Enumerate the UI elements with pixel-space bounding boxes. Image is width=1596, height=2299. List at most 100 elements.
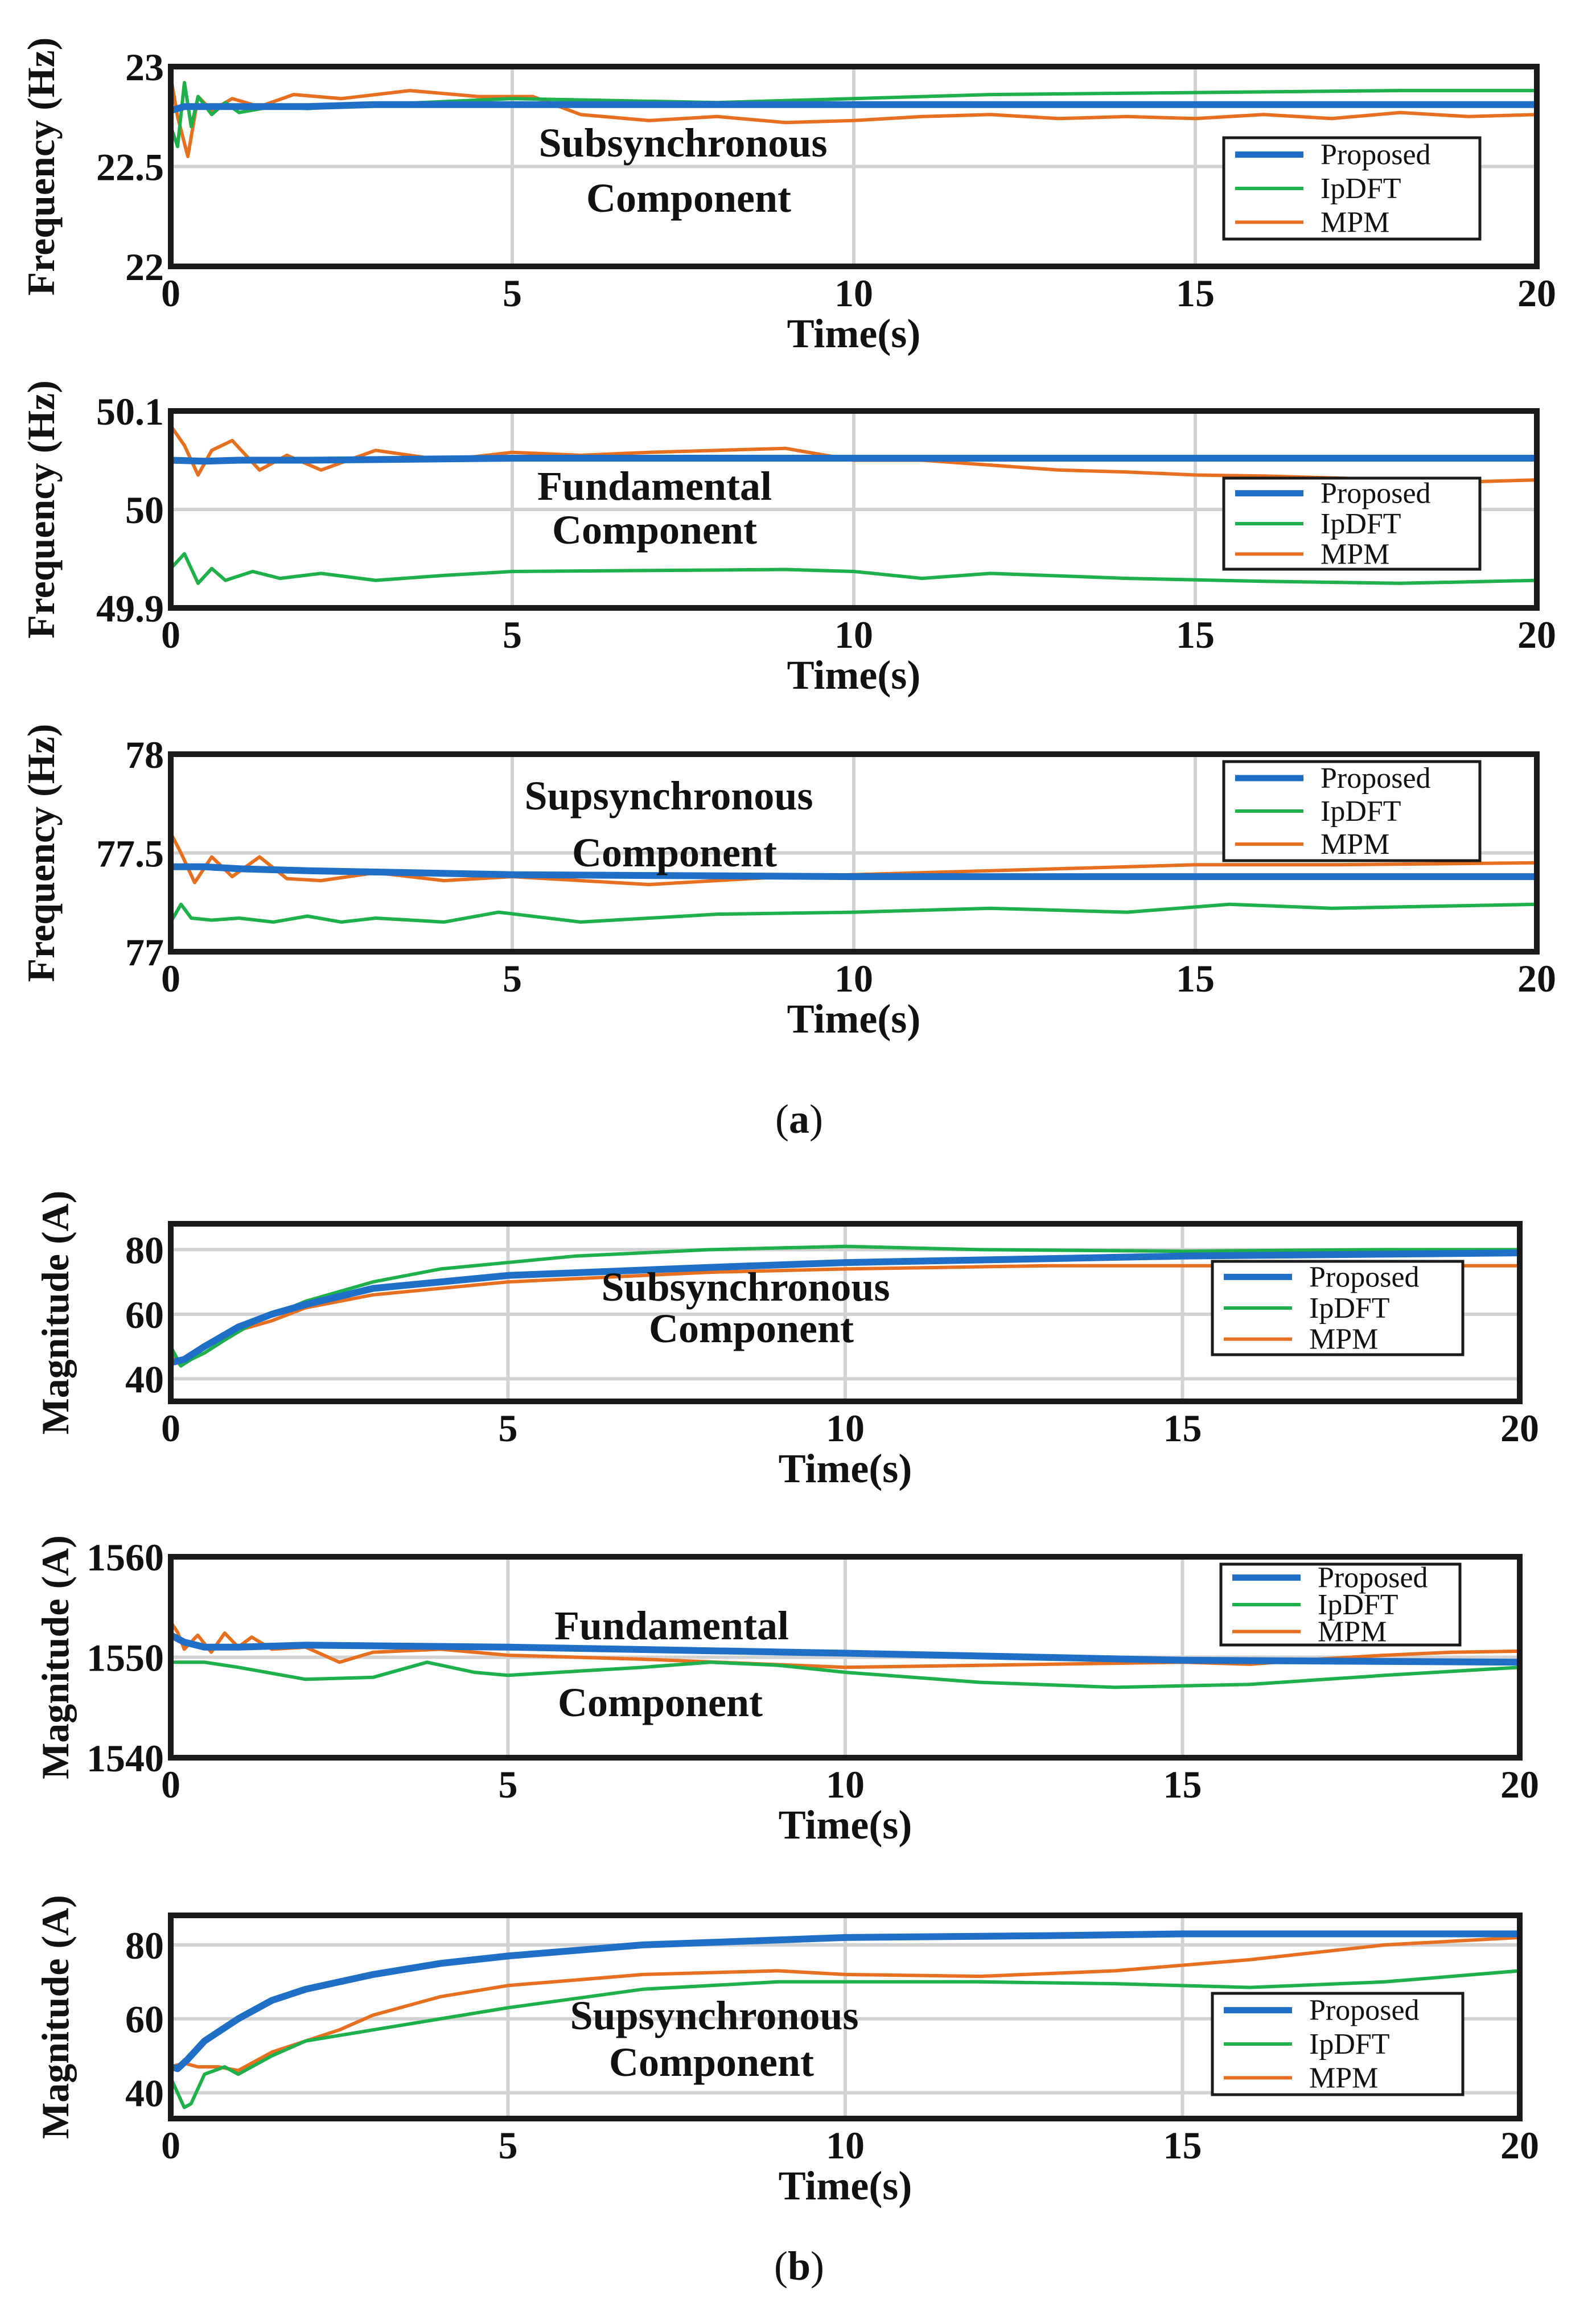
legend-label-proposed: Proposed [1321, 139, 1431, 171]
x-tick-label: 0 [161, 272, 180, 315]
legend-label-ipdft: IpDFT [1321, 795, 1401, 828]
series-line-ipdft [171, 1660, 1520, 1689]
legend-label-ipdft: IpDFT [1309, 2028, 1390, 2061]
y-tick-label: 50.1 [96, 390, 164, 433]
y-tick-label: 22.5 [96, 146, 164, 189]
chart-panel-2: 0 5 10 15 20 49.9 50 50.1 Time(s) Frequency (Hz) F… [19, 380, 1556, 698]
component-annotation: Supsynchronous [570, 1993, 859, 2038]
chart-panel-4: 0 5 10 15 20 40 60 80 Time(s) Magnitude (A) Subsyn… [34, 1191, 1539, 1491]
x-tick-label: 0 [161, 1406, 180, 1450]
legend-label-ipdft: IpDFT [1309, 1292, 1390, 1325]
x-tick-label: 5 [499, 1763, 518, 1806]
y-tick-label: 1560 [87, 1536, 164, 1579]
y-tick-label: 77 [125, 931, 164, 974]
x-axis-label: Time(s) [779, 2163, 912, 2208]
x-axis-label: Time(s) [787, 652, 921, 698]
y-tick-label: 60 [125, 1998, 164, 2041]
y-tick-label: 49.9 [96, 587, 164, 630]
legend-label-mpm: MPM [1321, 206, 1389, 238]
x-tick-label: 5 [499, 1406, 518, 1450]
y-tick-label: 1540 [87, 1737, 164, 1780]
series-line-proposed [171, 863, 1537, 881]
chart-panel-6: 0 5 10 15 20 40 60 80 Time(s) Magnitude (A) Supsyn… [34, 1895, 1539, 2208]
caption-a-letter: a [789, 1096, 809, 1142]
x-axis-label: Time(s) [787, 311, 921, 356]
x-tick-label: 15 [1176, 613, 1215, 656]
y-axis-label: Magnitude (A) [34, 1191, 77, 1435]
x-tick-label: 0 [161, 2124, 180, 2167]
x-tick-label: 0 [161, 957, 180, 1000]
y-tick-label: 40 [125, 2072, 164, 2115]
component-annotation: Supsynchronous [525, 773, 813, 819]
legend-label-mpm: MPM [1309, 1323, 1378, 1356]
y-tick-label: 22 [125, 245, 164, 289]
plot-frame [168, 1221, 1523, 1404]
series-line-mpm [171, 1935, 1520, 2072]
plot-frame [168, 1913, 1523, 2121]
component-annotation: Component [609, 2039, 814, 2085]
y-axis-label: Frequency (Hz) [19, 380, 63, 639]
x-tick-label: 15 [1163, 1763, 1202, 1806]
series-line-proposed [171, 1930, 1520, 2072]
component-annotation: Fundamental [554, 1603, 789, 1648]
legend-label-ipdft: IpDFT [1321, 508, 1401, 540]
y-tick-label: 50 [125, 488, 164, 532]
series-line-ipdft [171, 1244, 1520, 1368]
x-tick-label: 0 [161, 613, 180, 656]
x-axis-label: Time(s) [779, 1446, 912, 1491]
x-tick-label: 5 [503, 272, 522, 315]
legend-label-ipdft: IpDFT [1321, 172, 1401, 205]
series-line-mpm [171, 831, 1537, 886]
y-axis-label: Magnitude (A) [34, 1895, 77, 2139]
series-line-proposed [171, 101, 1537, 114]
x-tick-label: 5 [503, 613, 522, 656]
x-tick-label: 15 [1176, 957, 1215, 1000]
x-tick-label: 20 [1517, 613, 1556, 656]
legend-label-mpm: MPM [1318, 1615, 1387, 1648]
component-annotation: Subsynchronous [602, 1264, 890, 1310]
x-tick-label: 10 [826, 2124, 865, 2167]
series-line-mpm [171, 424, 1537, 484]
plot-frame [168, 751, 1540, 955]
plot-frame [168, 64, 1540, 269]
x-axis-label: Time(s) [779, 1802, 912, 1848]
legend-label-ipdft: IpDFT [1318, 1589, 1398, 1621]
chart-panel-5: 0 5 10 15 20 1540 1550 1560 Time(s) Magnitude (A)… [34, 1535, 1539, 1848]
series-line-proposed [171, 455, 1537, 465]
component-annotation: Fundamental [537, 463, 772, 509]
legend-label-mpm: MPM [1321, 538, 1389, 570]
x-tick-label: 10 [834, 957, 873, 1000]
caption-b-letter: b [788, 2243, 811, 2289]
component-annotation: Component [649, 1306, 854, 1351]
x-tick-label: 20 [1517, 957, 1556, 1000]
chart-panel-1: 0 5 10 15 20 22 22.5 23 Time(s) Frequency (Hz) Sub… [19, 38, 1556, 356]
legend-label-proposed: Proposed [1309, 1994, 1420, 2027]
caption-a: (a) [775, 1096, 823, 1142]
x-tick-label: 15 [1176, 272, 1215, 315]
series-line-proposed [171, 1631, 1520, 1666]
x-tick-label: 10 [826, 1763, 865, 1806]
x-tick-label: 5 [499, 2124, 518, 2167]
legend-label-proposed: Proposed [1321, 762, 1431, 795]
y-tick-label: 80 [125, 1924, 164, 1967]
legend-label-proposed: Proposed [1318, 1562, 1428, 1594]
component-annotation: Component [572, 830, 777, 875]
y-tick-label: 40 [125, 1358, 164, 1401]
component-annotation: Component [558, 1680, 763, 1725]
y-tick-label: 1550 [87, 1636, 164, 1680]
x-tick-label: 20 [1500, 1406, 1539, 1450]
y-tick-label: 60 [125, 1293, 164, 1336]
y-tick-label: 78 [125, 733, 164, 776]
x-tick-label: 15 [1163, 2124, 1202, 2167]
panels: 0 5 10 15 20 22 22.5 23 Time(s) Frequency (Hz) Sub… [19, 38, 1556, 2208]
series-line-ipdft [171, 552, 1537, 585]
y-tick-label: 23 [125, 46, 164, 89]
component-annotation: Component [586, 175, 791, 221]
caption-b: (b) [774, 2243, 824, 2289]
legend-label-proposed: Proposed [1321, 478, 1431, 510]
x-tick-label: 15 [1163, 1406, 1202, 1450]
y-axis-label: Frequency (Hz) [19, 38, 63, 296]
series-line-ipdft [171, 902, 1537, 924]
x-tick-label: 5 [503, 957, 522, 1000]
